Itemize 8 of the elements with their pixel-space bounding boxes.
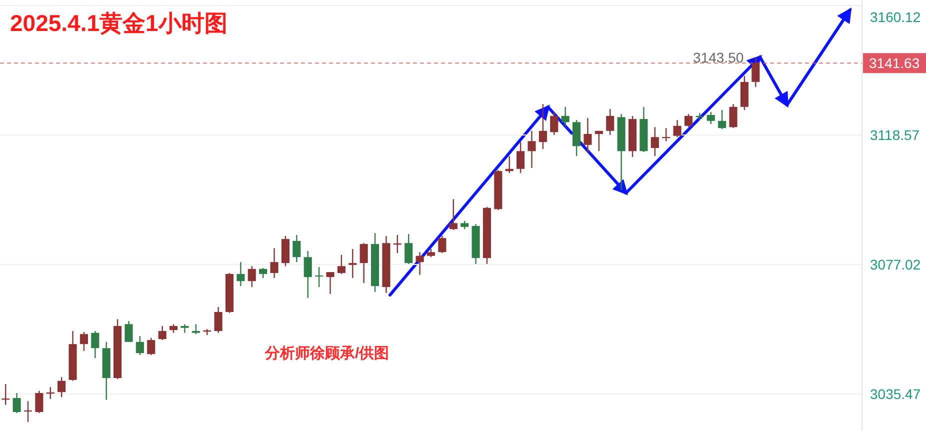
text: 2025.4.1黄金1小时图 xyxy=(10,10,228,36)
annotation: 分析师徐顾承/供图 xyxy=(264,345,390,362)
y-tick-label: 3035.47 xyxy=(870,386,921,402)
ref-line-label: 3141.63 xyxy=(869,55,920,72)
y-tick-label: 3118.57 xyxy=(870,127,920,144)
y-tick-label: 3077.02 xyxy=(870,256,921,273)
annotation: 3143.50 xyxy=(693,49,744,66)
y-tick-label: 3160.12 xyxy=(870,9,921,25)
